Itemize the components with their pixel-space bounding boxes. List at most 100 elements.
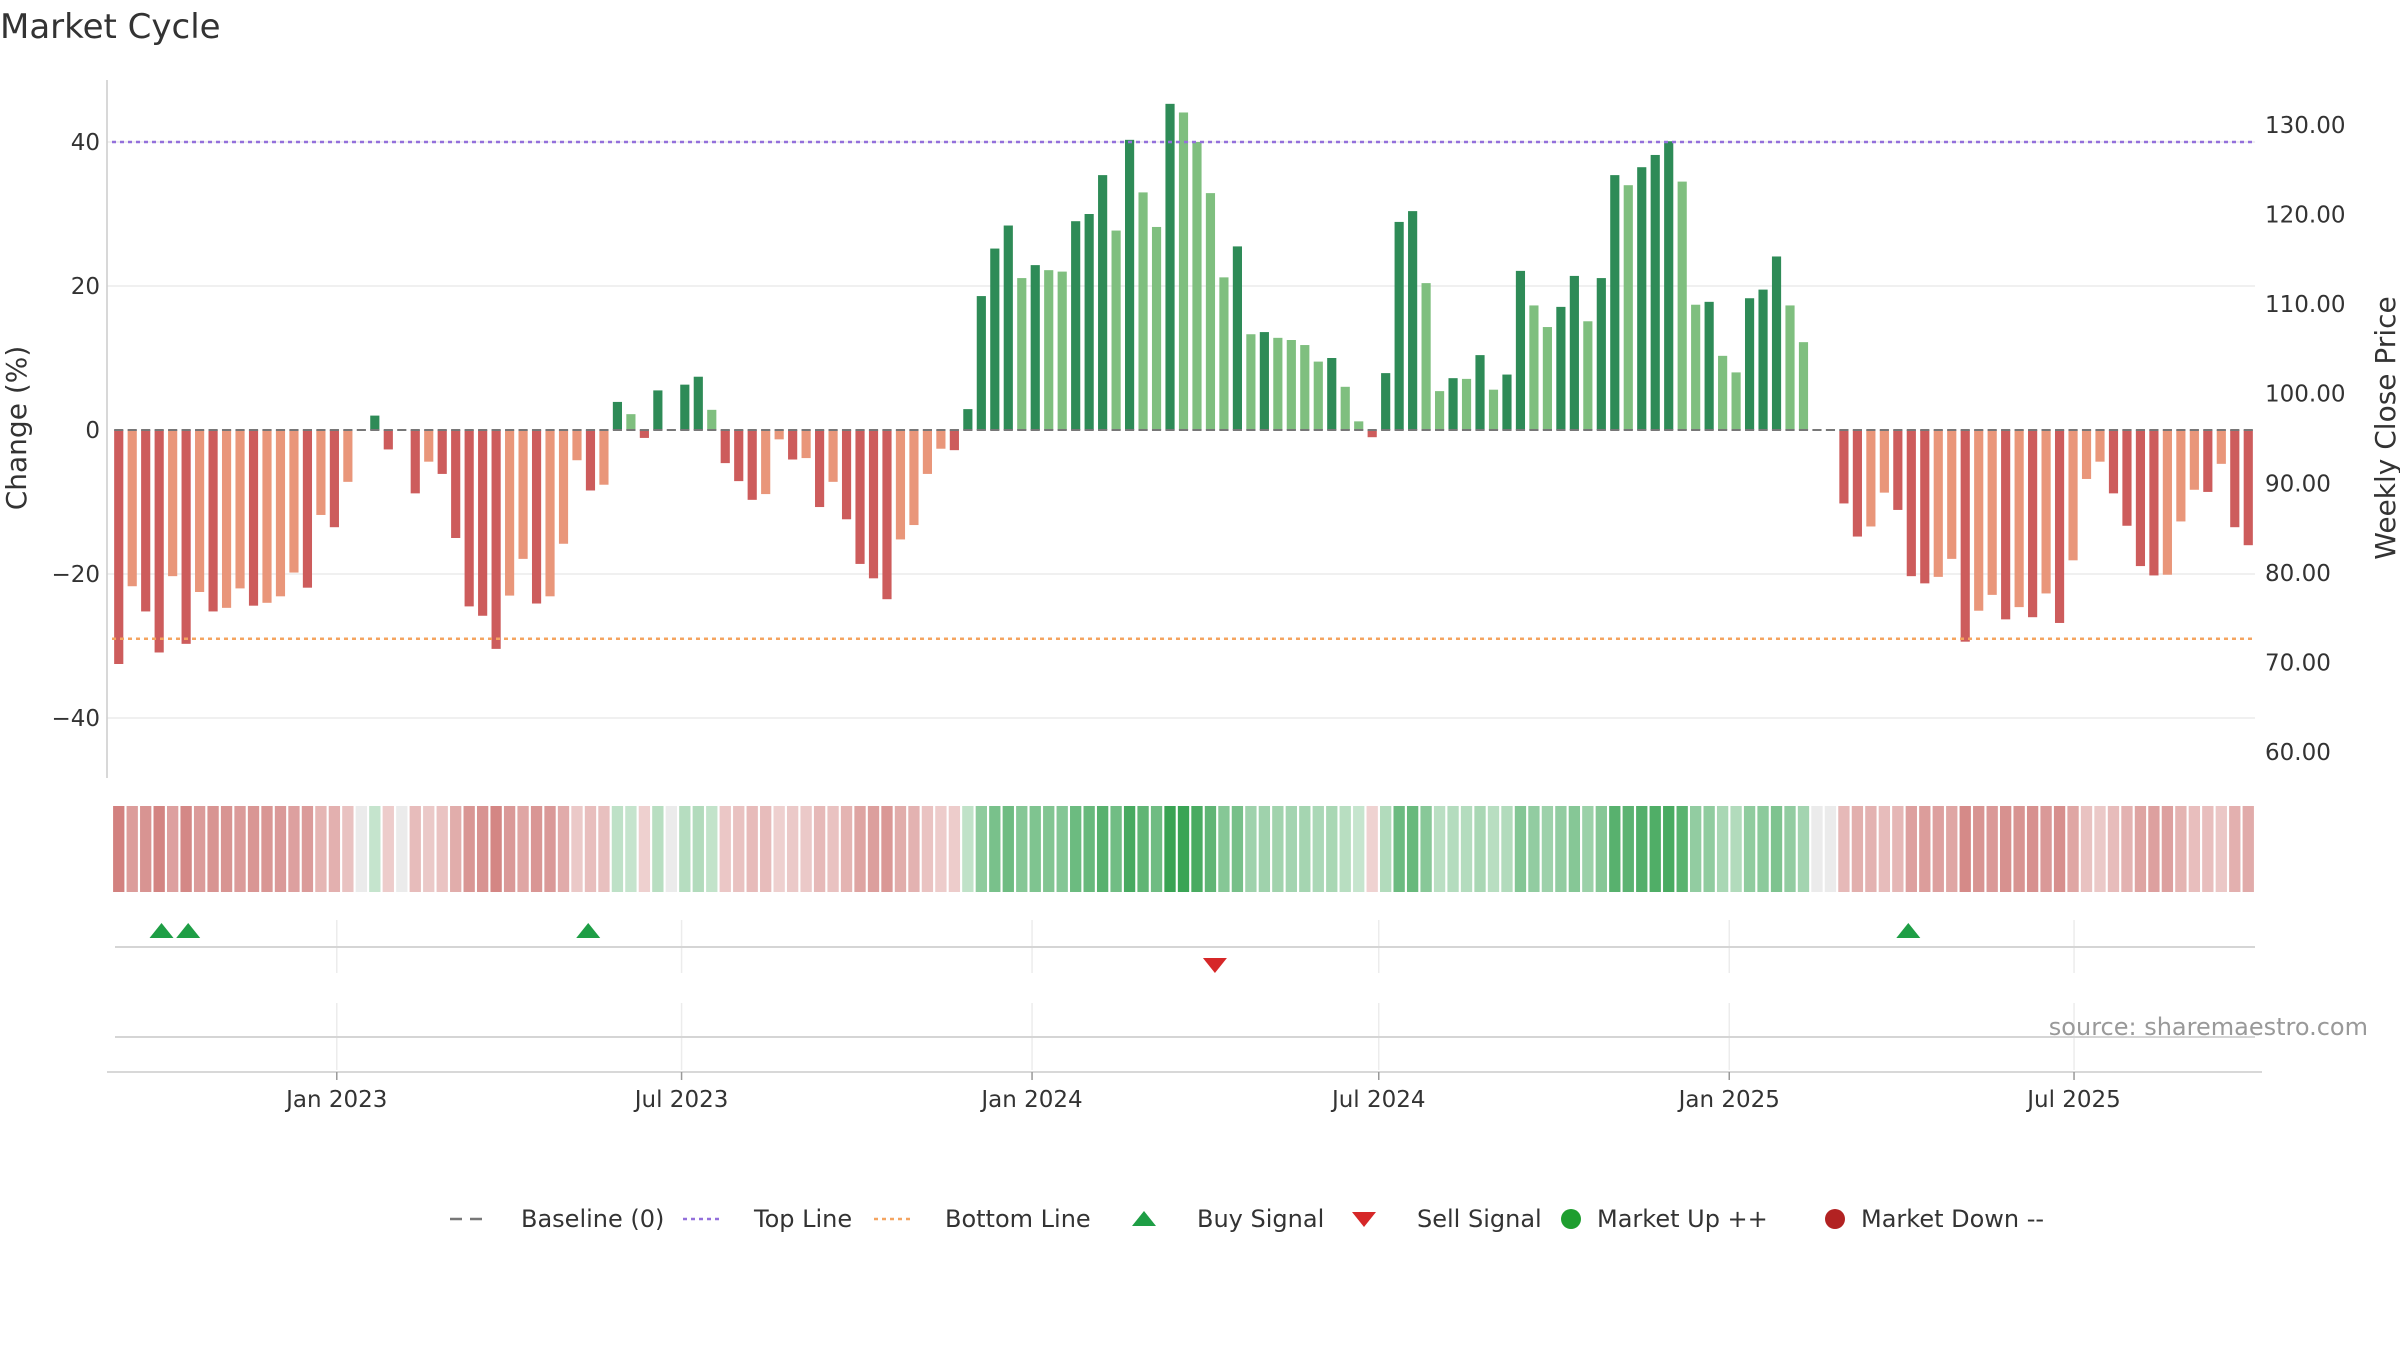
heat-cell bbox=[1326, 806, 1338, 892]
heat-cell bbox=[1838, 806, 1850, 892]
x-tick-label: Jul 2023 bbox=[633, 1087, 729, 1113]
heat-cell bbox=[1312, 806, 1324, 892]
heat-cell bbox=[369, 806, 381, 892]
change-bar bbox=[1866, 430, 1876, 527]
heat-cell bbox=[1474, 806, 1486, 892]
change-bar bbox=[1394, 221, 1404, 430]
x-tick-label: Jan 2023 bbox=[284, 1087, 387, 1113]
change-bar bbox=[2108, 430, 2119, 494]
heat-cell bbox=[1784, 806, 1796, 892]
heat-cell bbox=[1649, 806, 1661, 892]
change-bar bbox=[707, 409, 717, 430]
heat-cell bbox=[786, 806, 799, 892]
change-bar bbox=[2095, 430, 2105, 462]
legend-item-bottom: Bottom Line bbox=[874, 1205, 1091, 1233]
heat-cell bbox=[288, 806, 300, 892]
chart-title: Market Cycle bbox=[0, 7, 221, 47]
heat-cell bbox=[1690, 806, 1702, 892]
heat-cell bbox=[315, 806, 327, 892]
heat-cell bbox=[1393, 806, 1405, 892]
change-bar bbox=[2041, 430, 2051, 594]
heat-cell bbox=[193, 806, 206, 892]
heat-cell bbox=[2026, 806, 2039, 892]
heat-cell bbox=[503, 806, 516, 892]
heat-cell bbox=[1164, 806, 1176, 892]
change-bar bbox=[1947, 430, 1957, 559]
heat-cell bbox=[463, 806, 475, 892]
change-bar bbox=[626, 414, 636, 430]
heat-cell bbox=[1258, 806, 1271, 892]
legend-item-baseline: Baseline (0) bbox=[450, 1205, 664, 1233]
heat-cell bbox=[2053, 806, 2066, 892]
change-bar bbox=[2230, 430, 2240, 528]
change-bar bbox=[424, 430, 434, 462]
heat-cell bbox=[1663, 806, 1675, 892]
heat-cell bbox=[1029, 806, 1041, 892]
heat-cell bbox=[1514, 806, 1527, 892]
y-tick-label: 20 bbox=[71, 274, 100, 300]
change-bar bbox=[1758, 289, 1768, 430]
change-bar bbox=[1475, 355, 1485, 430]
x-axis-ticks: Jan 2023 Jul 2023 Jan 2024 Jul 2024 Jan 2025… bbox=[284, 1072, 2121, 1113]
legend-symbol-sell bbox=[1352, 1212, 1376, 1227]
change-bar bbox=[1623, 185, 1633, 430]
heat-cell bbox=[760, 806, 772, 892]
heat-cell bbox=[355, 806, 368, 892]
buy-signal-marker bbox=[176, 923, 201, 938]
heat-cell bbox=[396, 806, 408, 892]
change-bar bbox=[235, 430, 245, 589]
y2-tick-label: 80.00 bbox=[2265, 561, 2331, 587]
change-bar bbox=[329, 430, 339, 528]
change-bar bbox=[2122, 430, 2132, 526]
heat-cell bbox=[342, 806, 354, 892]
change-bar bbox=[734, 430, 744, 482]
change-bar bbox=[788, 430, 798, 460]
heat-cell bbox=[840, 806, 853, 892]
change-bar bbox=[154, 430, 164, 653]
cycle-heat-strip bbox=[113, 806, 2254, 892]
change-bar bbox=[1138, 192, 1148, 430]
change-bar bbox=[114, 430, 124, 664]
heat-cell bbox=[719, 806, 731, 892]
change-bar bbox=[1583, 321, 1593, 430]
heat-cell bbox=[1433, 806, 1446, 892]
change-bar bbox=[1098, 175, 1108, 430]
heat-cell bbox=[1460, 806, 1473, 892]
x-tick-label: Jul 2024 bbox=[1330, 1087, 1426, 1113]
change-bar bbox=[343, 430, 353, 482]
change-bar bbox=[828, 430, 838, 482]
change-bar bbox=[1044, 270, 1054, 430]
heat-cell bbox=[1986, 806, 1998, 892]
y-tick-label: 0 bbox=[85, 418, 100, 444]
heat-cell bbox=[1191, 806, 1203, 892]
heat-cell bbox=[1568, 806, 1581, 892]
change-bar bbox=[882, 430, 892, 600]
heat-cell bbox=[1366, 806, 1378, 892]
legend-item-top: Top Line bbox=[683, 1205, 852, 1233]
heat-cell bbox=[1851, 806, 1864, 892]
change-bar bbox=[2068, 430, 2078, 561]
change-bar bbox=[1408, 211, 1418, 430]
change-bar bbox=[1515, 270, 1526, 430]
change-bar bbox=[1232, 246, 1242, 430]
change-bar bbox=[1340, 386, 1350, 430]
change-bar bbox=[127, 430, 137, 587]
heat-cell bbox=[2094, 806, 2106, 892]
heat-cell bbox=[1824, 806, 1837, 892]
heat-cell bbox=[1150, 806, 1163, 892]
heat-cell bbox=[1056, 806, 1068, 892]
change-bar bbox=[370, 415, 380, 430]
heat-cell bbox=[638, 806, 651, 892]
change-bar bbox=[262, 430, 272, 603]
buy-signal-marker bbox=[576, 923, 601, 938]
heat-cell bbox=[2107, 806, 2120, 892]
change-bar bbox=[761, 430, 771, 495]
y2-tick-label: 110.00 bbox=[2265, 292, 2345, 318]
heat-cell bbox=[1380, 806, 1392, 892]
change-bar bbox=[1718, 355, 1728, 430]
heat-cell bbox=[544, 806, 556, 892]
heat-cell bbox=[1110, 806, 1122, 892]
change-bar bbox=[1691, 304, 1701, 430]
change-bar bbox=[1165, 103, 1175, 430]
heat-cell bbox=[2188, 806, 2201, 892]
